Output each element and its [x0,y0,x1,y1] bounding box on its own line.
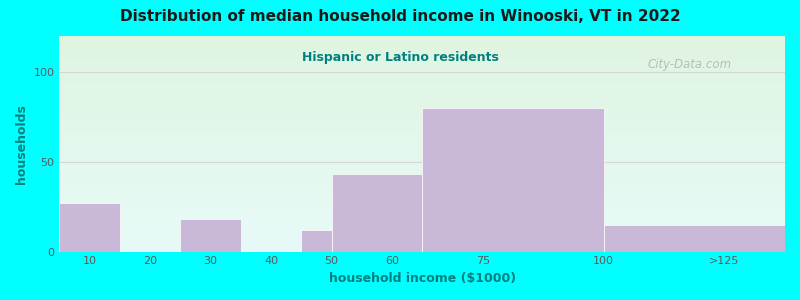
Bar [604,225,785,252]
Bar [180,219,241,252]
Bar [331,174,422,252]
Text: City-Data.com: City-Data.com [647,58,731,70]
Text: Hispanic or Latino residents: Hispanic or Latino residents [302,51,498,64]
Text: Distribution of median household income in Winooski, VT in 2022: Distribution of median household income … [120,9,680,24]
Bar [302,230,331,252]
Bar [422,108,604,252]
Bar [59,203,120,252]
Y-axis label: households: households [15,104,28,184]
X-axis label: household income ($1000): household income ($1000) [329,272,516,285]
